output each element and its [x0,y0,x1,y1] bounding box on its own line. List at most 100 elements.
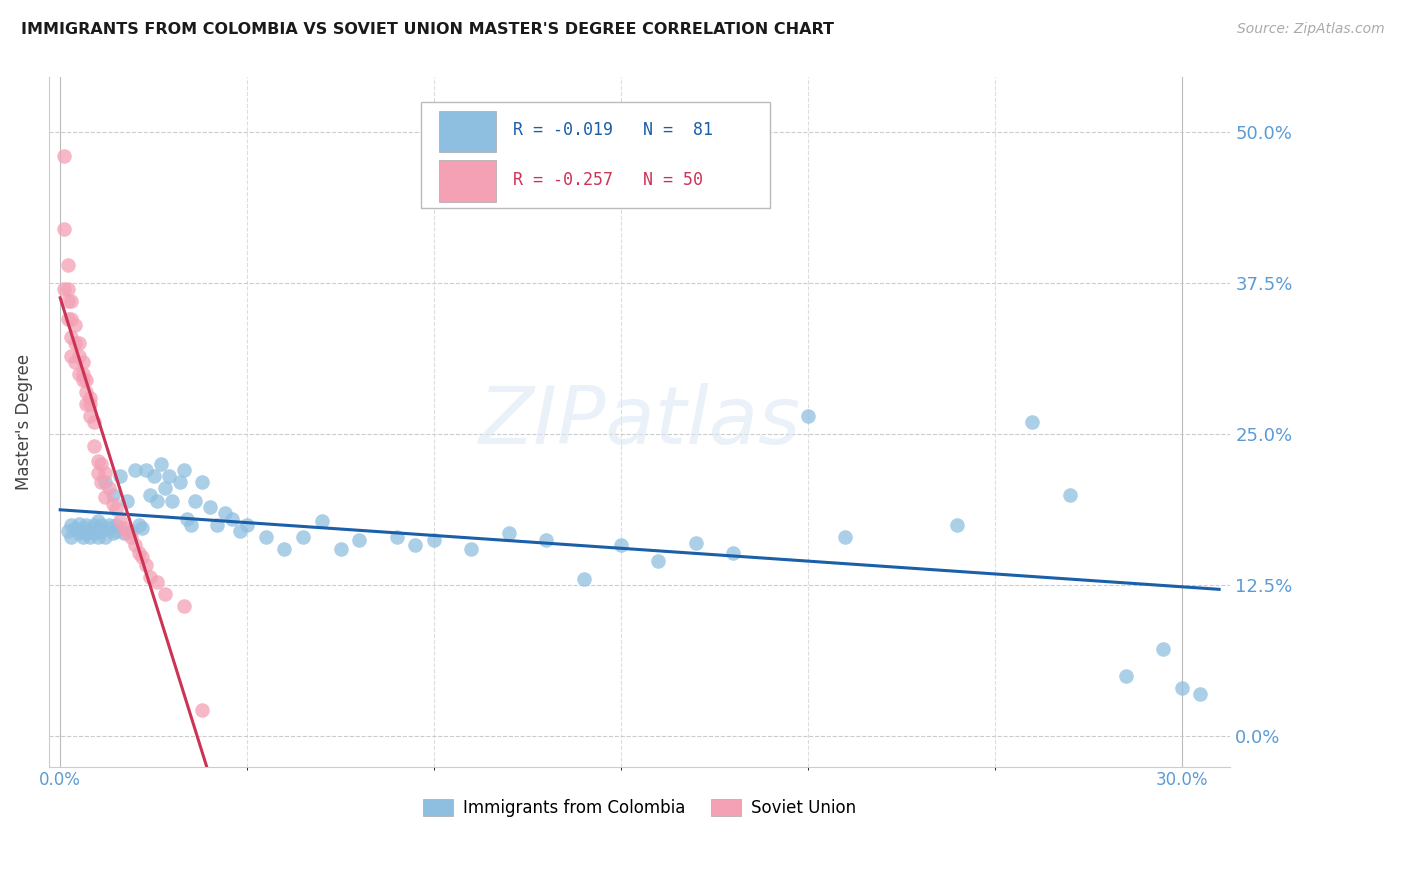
Point [153,482,176,496]
Text: ZIPatlas: ZIPatlas [478,383,801,461]
Point [79,530,101,544]
Point [105,517,128,532]
Point [75,373,97,387]
Point [83,439,105,453]
Legend: Immigrants from Colombia, Soviet Union: Immigrants from Colombia, Soviet Union [416,792,862,823]
Point [191,475,214,490]
Point [162,493,184,508]
Point [128,545,150,559]
Point [52,221,75,235]
Point [94,466,117,480]
Point [1021,415,1043,429]
Point [72,530,94,544]
Point [90,517,112,532]
Point [101,497,124,511]
Point [94,475,117,490]
Point [685,536,707,550]
Bar [439,161,495,202]
Point [105,502,128,516]
Point [173,599,195,613]
Point [572,572,595,586]
Point [117,526,139,541]
Point [67,526,90,541]
Text: IMMIGRANTS FROM COLOMBIA VS SOVIET UNION MASTER'S DEGREE CORRELATION CHART: IMMIGRANTS FROM COLOMBIA VS SOVIET UNION… [21,22,834,37]
Point [86,521,108,535]
Point [139,487,162,501]
Point [101,487,124,501]
Point [153,587,176,601]
Point [75,526,97,541]
Point [236,517,259,532]
Point [131,550,153,565]
Point [72,373,94,387]
Point [221,512,243,526]
Point [67,367,90,381]
Point [75,384,97,399]
Point [112,521,135,535]
Point [56,312,79,326]
Point [112,526,135,541]
Point [79,524,101,538]
Point [97,521,120,535]
Point [228,524,250,538]
Point [67,516,90,531]
Point [404,538,426,552]
Point [83,517,105,532]
Point [60,312,83,326]
Point [124,463,146,477]
Point [124,538,146,552]
Point [72,524,94,538]
Point [60,294,83,309]
Point [292,530,315,544]
Point [191,703,214,717]
Point [135,463,157,477]
Point [139,570,162,584]
Text: R = -0.257   N = 50: R = -0.257 N = 50 [513,170,703,188]
Point [184,493,207,508]
Point [173,463,195,477]
Point [131,521,153,535]
Point [169,475,191,490]
Point [610,538,633,552]
Point [329,541,352,556]
Point [1189,687,1212,701]
Point [52,282,75,296]
Point [56,294,79,309]
Point [56,524,79,538]
Point [56,258,79,272]
Point [97,482,120,496]
Point [90,458,112,472]
Point [79,409,101,423]
Point [83,526,105,541]
Point [86,453,108,467]
Point [176,512,198,526]
Point [63,318,86,333]
Point [72,367,94,381]
FancyBboxPatch shape [422,102,769,209]
Point [63,336,86,351]
Point [157,469,180,483]
Point [60,330,83,344]
Point [60,530,83,544]
Point [63,521,86,535]
Point [254,530,277,544]
Point [60,517,83,532]
Point [498,526,520,541]
Point [797,409,820,423]
Point [94,490,117,504]
Point [460,541,482,556]
Point [534,533,557,548]
Point [120,530,142,544]
Point [273,541,295,556]
Point [60,349,83,363]
Point [180,517,202,532]
Point [101,526,124,541]
Point [721,545,744,559]
Point [86,530,108,544]
Point [63,354,86,368]
Point [128,517,150,532]
Point [117,493,139,508]
Point [52,149,75,163]
Point [94,530,117,544]
Point [75,397,97,411]
